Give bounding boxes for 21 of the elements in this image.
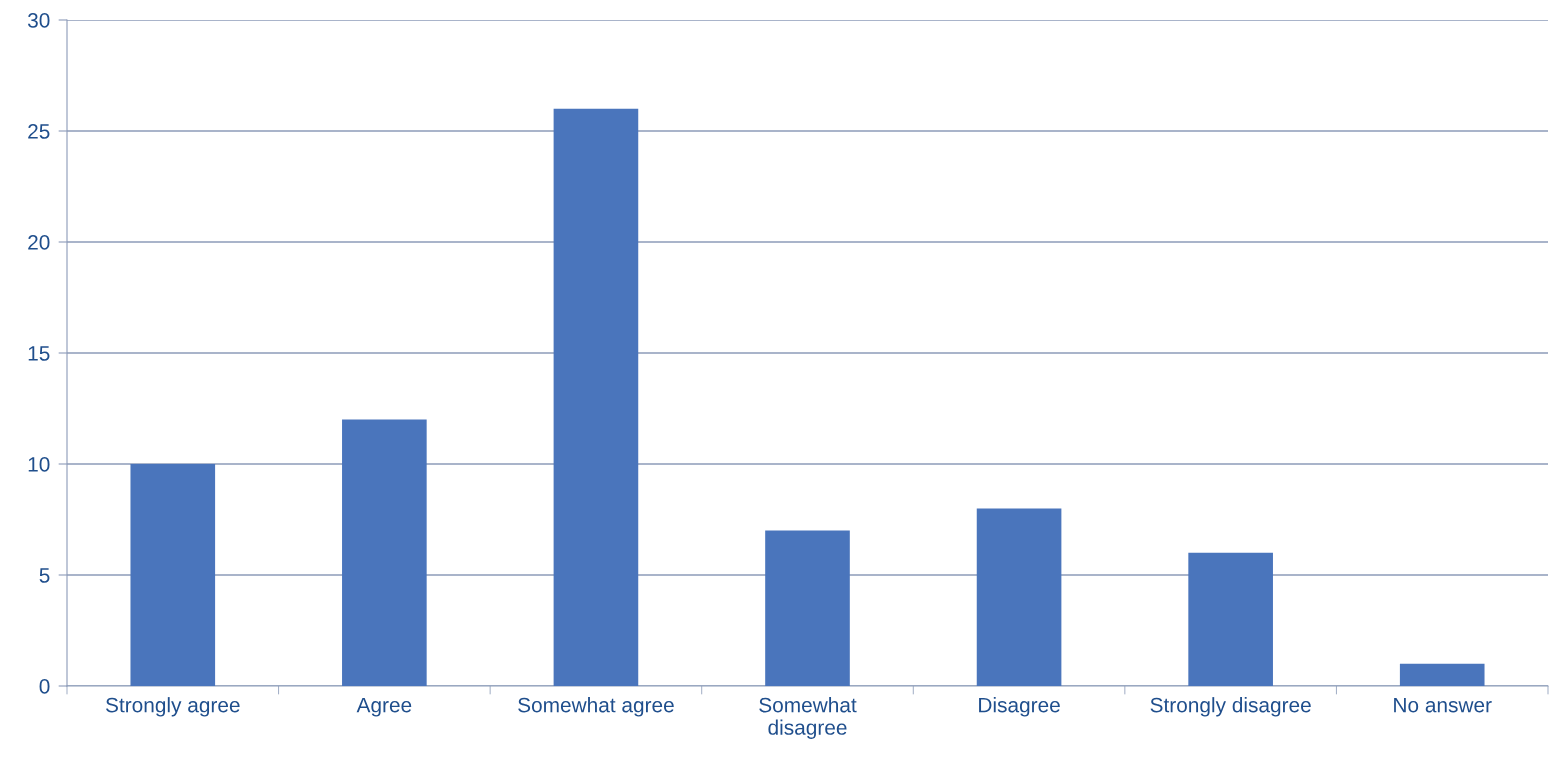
bar (130, 464, 216, 686)
x-tick-label: Strongly disagree (1150, 697, 1311, 717)
x-tick-label: Strongly agree (105, 697, 240, 717)
x-tick-label: Somewhat agree (518, 697, 674, 717)
y-tick-label: 0 (39, 679, 50, 694)
bar (1399, 663, 1485, 686)
bar (976, 508, 1062, 686)
x-tick-label: No answer (1394, 697, 1492, 713)
x-tick-label: Disagree (979, 697, 1060, 717)
bar (765, 530, 850, 686)
y-tick-label: 15 (28, 346, 50, 361)
y-tick-label: 10 (28, 457, 50, 472)
bar (1188, 552, 1273, 686)
y-tick-label: 5 (39, 568, 50, 583)
y-tick-label: 25 (28, 124, 50, 139)
bar (553, 108, 639, 686)
x-tick-label: Somewhat disagree (759, 697, 857, 739)
bar (342, 419, 427, 686)
y-tick-label: 30 (27, 13, 50, 28)
y-tick-label: 20 (28, 235, 50, 250)
x-tick-label: Agree (356, 697, 412, 717)
